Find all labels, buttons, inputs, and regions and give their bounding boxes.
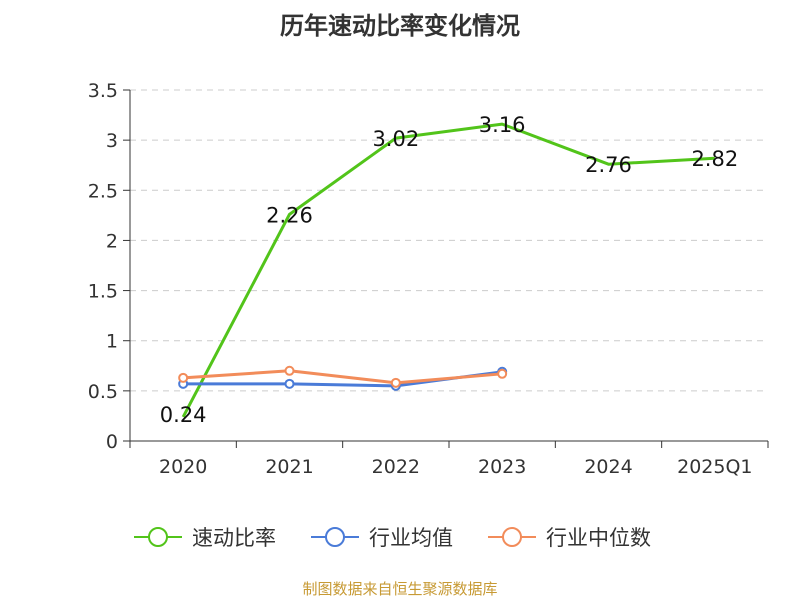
x-tick-label: 2021 xyxy=(265,456,313,478)
x-tick-label: 2023 xyxy=(478,456,526,478)
data-label: 3.02 xyxy=(372,127,419,151)
data-point[interactable] xyxy=(284,378,295,389)
x-tick-label: 2025Q1 xyxy=(677,456,752,478)
x-tick-label: 2024 xyxy=(584,456,632,478)
y-tick-label: 3.5 xyxy=(88,80,118,102)
grid-lines xyxy=(130,89,768,392)
legend[interactable]: 速动比率 行业均值 行业中位数 xyxy=(134,526,651,550)
series-line-0 xyxy=(181,122,715,418)
data-labels: 0.24 2.26 3.02 3.16 2.76 2.82 xyxy=(160,113,738,427)
y-tick-label: 1.5 xyxy=(88,281,118,303)
x-tick-label: 2020 xyxy=(159,456,207,478)
y-tick-label: 0 xyxy=(106,431,118,453)
y-tick-label: 2.5 xyxy=(88,180,118,202)
data-label: 2.76 xyxy=(585,153,632,177)
axes: 0 0.5 1 1.5 2 2.5 3 3.5 2020 2021 2022 2023 2024 2025… xyxy=(88,80,769,478)
legend-item-0[interactable]: 速动比率 xyxy=(134,526,276,550)
legend-marker xyxy=(148,527,168,547)
legend-label: 行业均值 xyxy=(369,526,453,550)
data-point[interactable] xyxy=(178,372,189,383)
data-label: 2.26 xyxy=(266,203,313,227)
data-point[interactable] xyxy=(284,365,295,376)
legend-marker xyxy=(325,527,345,547)
data-point[interactable] xyxy=(390,377,401,388)
y-tick-label: 0.5 xyxy=(88,381,118,403)
y-tick-label: 2 xyxy=(106,230,118,252)
series-line-2 xyxy=(183,369,503,385)
y-tick-label: 1 xyxy=(106,331,118,353)
data-source-note: 制图数据来自恒生聚源数据库 xyxy=(302,580,498,598)
chart-title: 历年速动比率变化情况 xyxy=(280,12,520,40)
legend-item-1[interactable]: 行业均值 xyxy=(311,526,453,550)
y-tick-label: 3 xyxy=(106,130,118,152)
series-layer xyxy=(178,122,715,418)
data-point[interactable] xyxy=(497,368,508,379)
legend-label: 行业中位数 xyxy=(546,526,651,550)
x-tick-label: 2022 xyxy=(372,456,420,478)
data-label: 2.82 xyxy=(691,147,738,171)
legend-label: 速动比率 xyxy=(192,526,276,550)
data-label: 0.24 xyxy=(160,403,207,427)
legend-item-2[interactable]: 行业中位数 xyxy=(488,526,651,550)
legend-marker xyxy=(502,527,522,547)
data-label: 3.16 xyxy=(479,113,526,137)
